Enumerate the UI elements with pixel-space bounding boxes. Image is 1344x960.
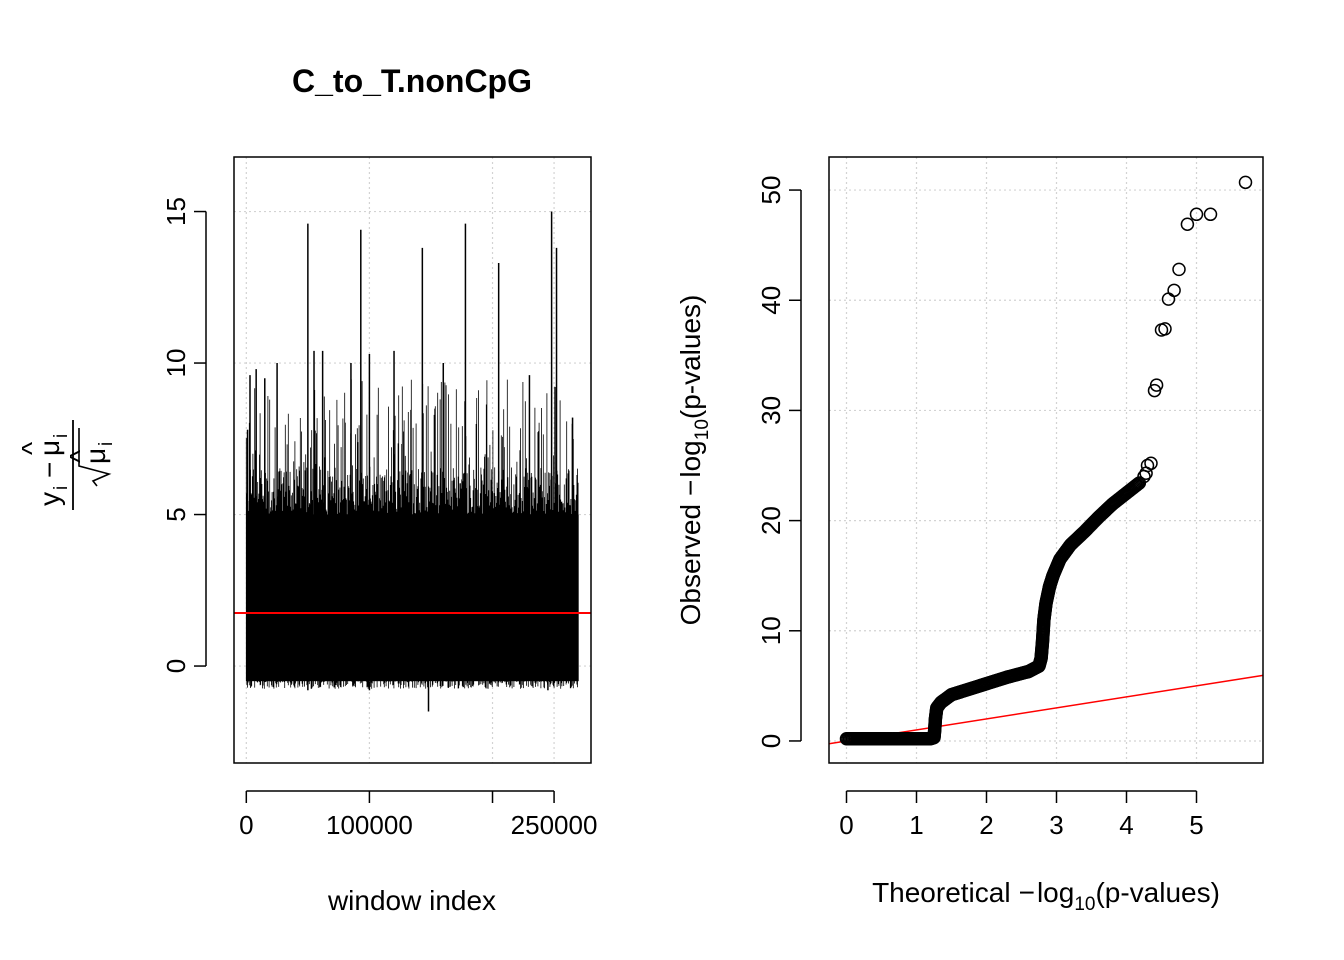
formula-hat-2: ^ [64,450,95,463]
qq-y-tick-label-0: 0 [756,734,786,748]
qq-point-14 [1238,175,1253,190]
formula-sub-i: i [51,486,72,490]
x-tick-label-0: 0 [239,810,253,840]
y-tick-label-2: 10 [161,349,191,378]
qq-point-2 [1140,458,1155,473]
qq-y-axis-label: Observed−log10(p-values) [675,295,713,626]
qq-point-13 [1203,207,1218,222]
qq-point-11 [1180,217,1195,231]
qq-x-tick-label-5: 5 [1189,810,1203,840]
qq-point-9 [1167,283,1181,298]
residual-plot-frame [233,156,592,764]
qq-x-axis-label: Theoretical −log10(p-values) [872,877,1220,915]
qq-x-tick-label-1: 1 [909,810,923,840]
formula-sub-i-2: i [51,434,72,438]
figure-title: C_to_T.nonCpG [292,63,532,99]
qq-plot-points [839,175,1253,746]
qq-plot-grid [829,157,1263,763]
residual-plot-x-axis: 0 100000 250000 [239,790,598,840]
qq-y-tick-label-5: 50 [756,176,786,205]
formula-sqrt-sign [78,428,112,487]
residual-core [246,514,579,682]
qq-point-10 [1172,262,1186,277]
qq-x-tick-label-2: 2 [979,810,993,840]
x-tick-label-1: 100000 [326,810,413,840]
qq-y-tick-label-4: 40 [756,286,786,315]
formula-mu: μ [34,440,65,456]
qq-x-tick-label-0: 0 [839,810,853,840]
qq-point-3 [1144,456,1158,471]
y-tick-label-0: 0 [161,659,191,673]
formula-y: y [34,492,65,506]
formula-mu-2: μ [80,448,111,464]
qq-point-8 [1161,292,1176,306]
residual-plot-y-axis: 0 5 10 15 [161,197,207,673]
qq-point-dense-310 [1130,478,1144,492]
qq-plot-y-axis: 0 10 20 30 40 50 [756,176,802,748]
qq-plot: 0 1 2 3 4 5 0 10 20 30 40 50 Theoretical −log10(p-v… [675,156,1264,915]
residual-x-axis-label: window index [327,885,496,916]
residual-plot: 0 100000 250000 0 5 10 15 window index y i − … [16,156,598,916]
y-tick-label-1: 5 [161,507,191,521]
x-tick-label-2: 250000 [511,810,598,840]
qq-plot-x-axis: 0 1 2 3 4 5 [839,790,1204,840]
qq-y-tick-label-1: 10 [756,616,786,645]
y-tick-label-3: 15 [161,197,191,226]
qq-y-tick-label-2: 20 [756,506,786,535]
qq-y-tick-label-3: 30 [756,396,786,425]
formula-hat: ^ [16,442,47,455]
qq-plot-frame [828,156,1264,764]
residual-plot-data [245,211,579,712]
qq-point-12 [1189,207,1204,222]
qq-x-tick-label-4: 4 [1119,810,1133,840]
formula-sub-i-3: i [96,442,117,446]
formula-minus: − [34,462,65,478]
qq-point-dense-308 [1127,479,1142,494]
residual-y-axis-label: y i − μ ^ i μ ^ i [16,420,117,510]
qq-point-dense-309 [1129,478,1143,493]
qq-x-tick-label-3: 3 [1049,810,1063,840]
qq-point-7 [1158,322,1172,336]
qq-point-5 [1149,378,1164,392]
